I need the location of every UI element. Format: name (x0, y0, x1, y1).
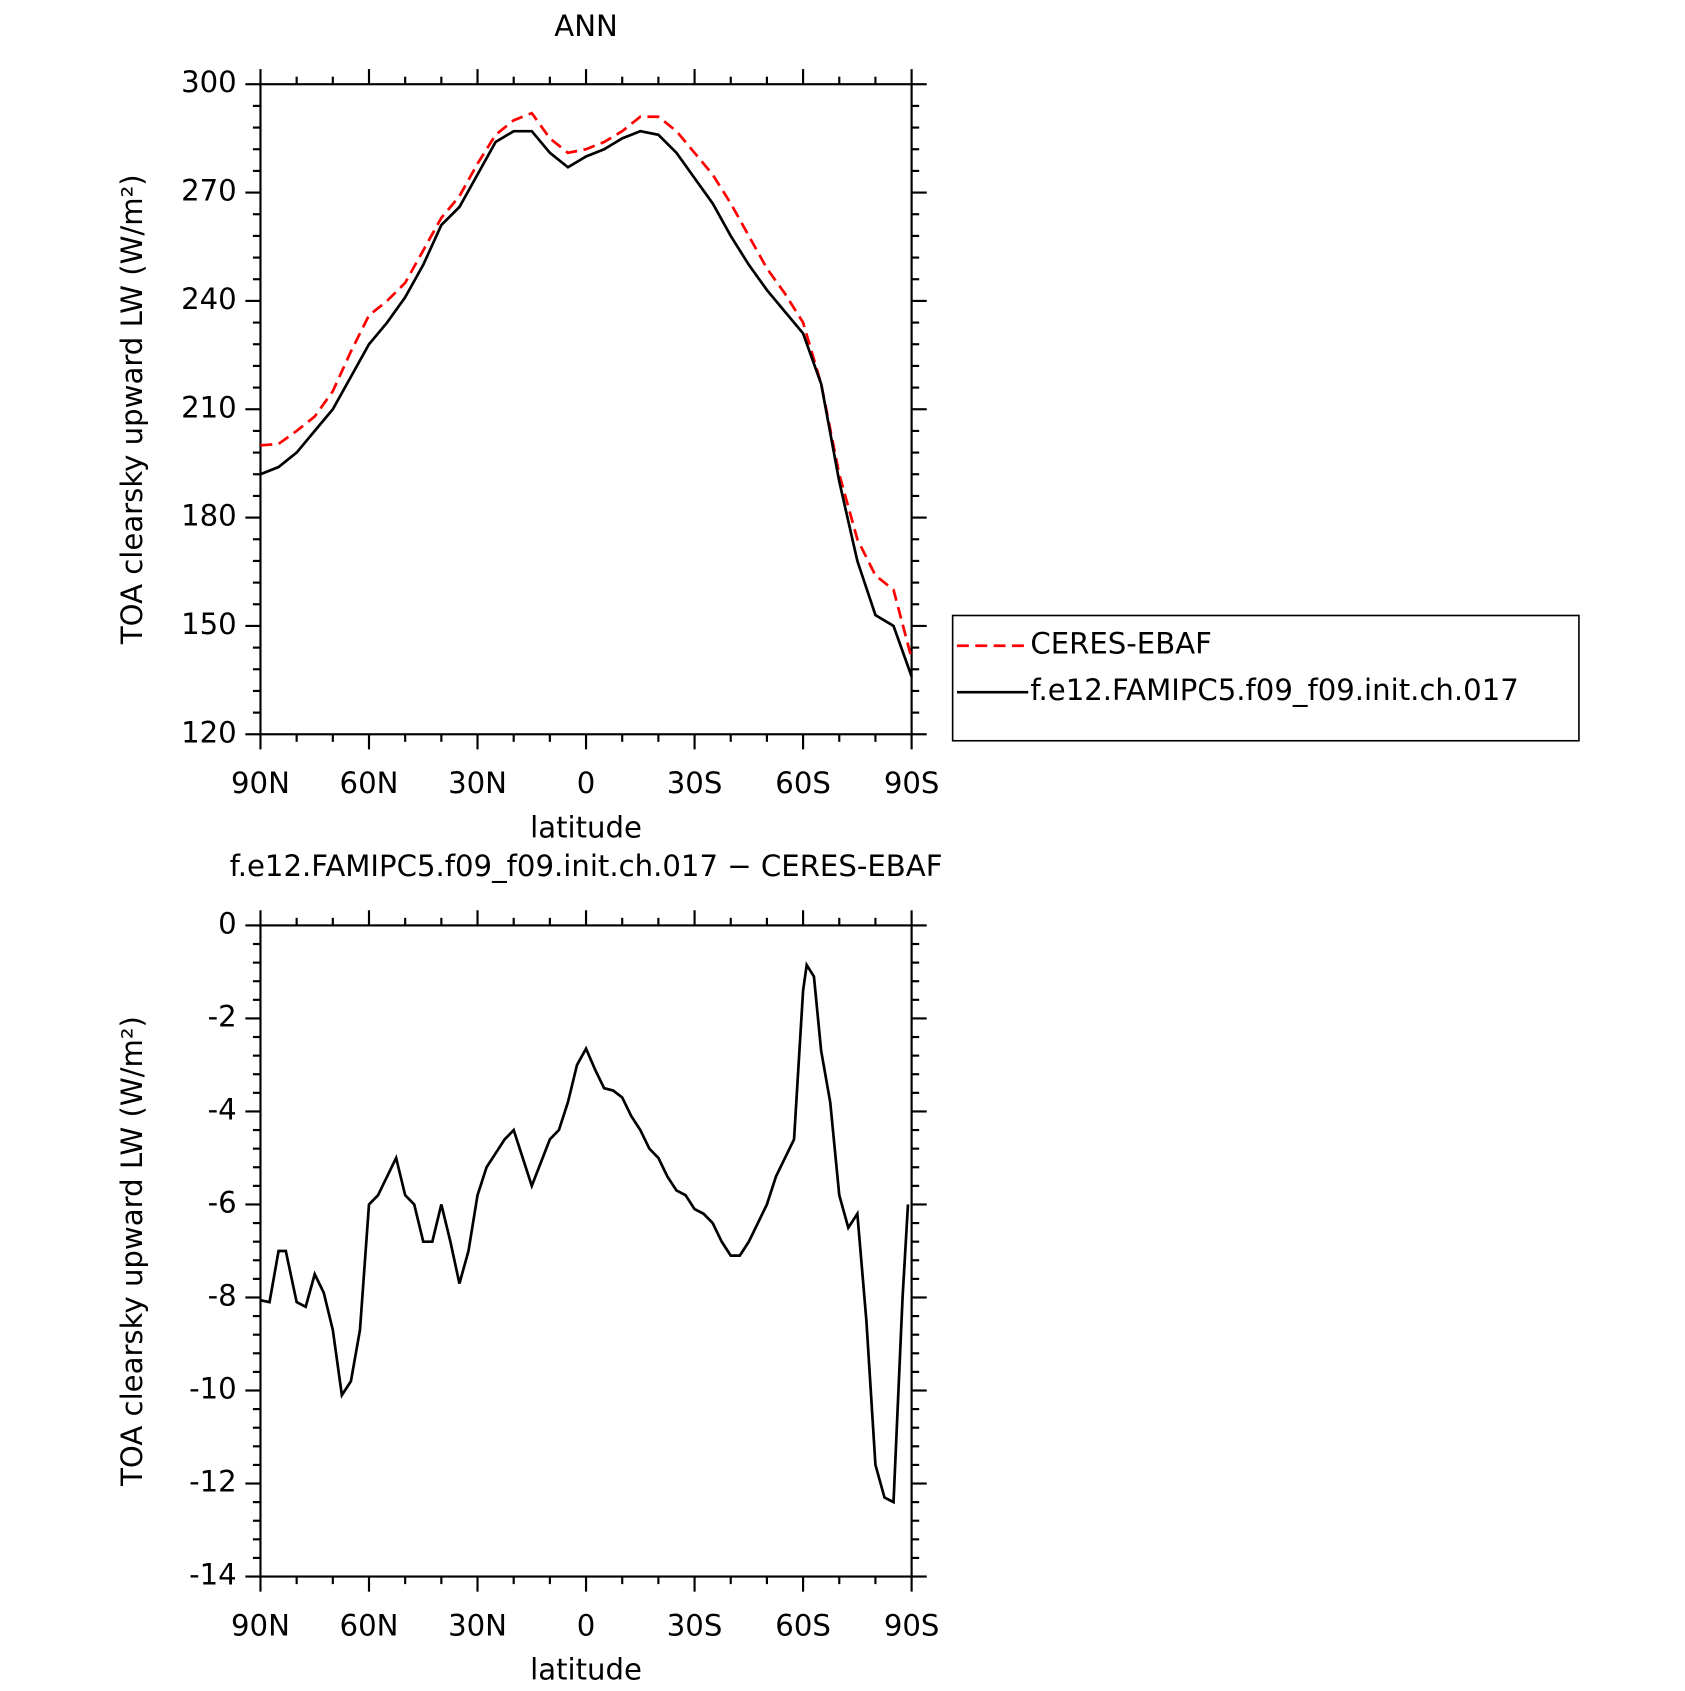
y-tick-label: 0 (218, 906, 237, 940)
x-tick-label: 30N (448, 1608, 507, 1642)
x-tick-label: 30S (667, 766, 723, 800)
x-tick-label: 90S (884, 766, 940, 800)
x-tick-label: 60N (340, 766, 399, 800)
y-tick-label: 210 (181, 390, 237, 424)
chart-title: ANN (554, 9, 618, 43)
series-line (259, 129, 913, 677)
x-tick-label: 90S (884, 1608, 940, 1642)
y-tick-label: -2 (208, 999, 237, 1033)
x-tick-label: 60S (775, 766, 831, 800)
y-tick-label: 240 (181, 282, 237, 316)
y-tick-label: -12 (189, 1465, 237, 1499)
x-axis-label: latitude (530, 1653, 642, 1687)
x-tick-label: 90N (231, 1608, 290, 1642)
series-line (260, 111, 913, 659)
legend-box (951, 614, 1580, 742)
y-tick-label: 120 (181, 715, 237, 749)
y-tick-label: 180 (181, 499, 237, 533)
x-tick-label: 30S (667, 1608, 723, 1642)
y-tick-label: -14 (189, 1558, 237, 1592)
y-tick-label: 300 (181, 65, 237, 99)
x-tick-label: 0 (577, 1608, 596, 1642)
y-tick-label: -4 (208, 1092, 237, 1126)
plot-frame (259, 924, 913, 1578)
x-tick-label: 60S (775, 1608, 831, 1642)
x-tick-label: 60N (340, 1608, 399, 1642)
y-axis-label: TOA clearsky upward LW (W/m²) (115, 1016, 149, 1487)
y-tick-label: -10 (189, 1372, 237, 1406)
x-tick-label: 30N (448, 766, 507, 800)
y-tick-label: -6 (208, 1185, 237, 1219)
x-tick-label: 0 (577, 766, 596, 800)
y-tick-label: -8 (208, 1278, 237, 1312)
legend-label: f.e12.FAMIPC5.f09_f09.init.ch.017 (1030, 673, 1518, 707)
y-tick-label: 270 (181, 174, 237, 208)
series-line (260, 961, 910, 1505)
y-axis-label: TOA clearsky upward LW (W/m²) (115, 174, 149, 645)
legend-label: CERES-EBAF (1030, 627, 1212, 661)
plot-frame (259, 83, 913, 736)
y-tick-label: 150 (181, 607, 237, 641)
x-axis-label: latitude (530, 810, 642, 844)
x-tick-label: 90N (231, 766, 290, 800)
chart-title: f.e12.FAMIPC5.f09_f09.init.ch.017 − CERE… (230, 849, 943, 883)
